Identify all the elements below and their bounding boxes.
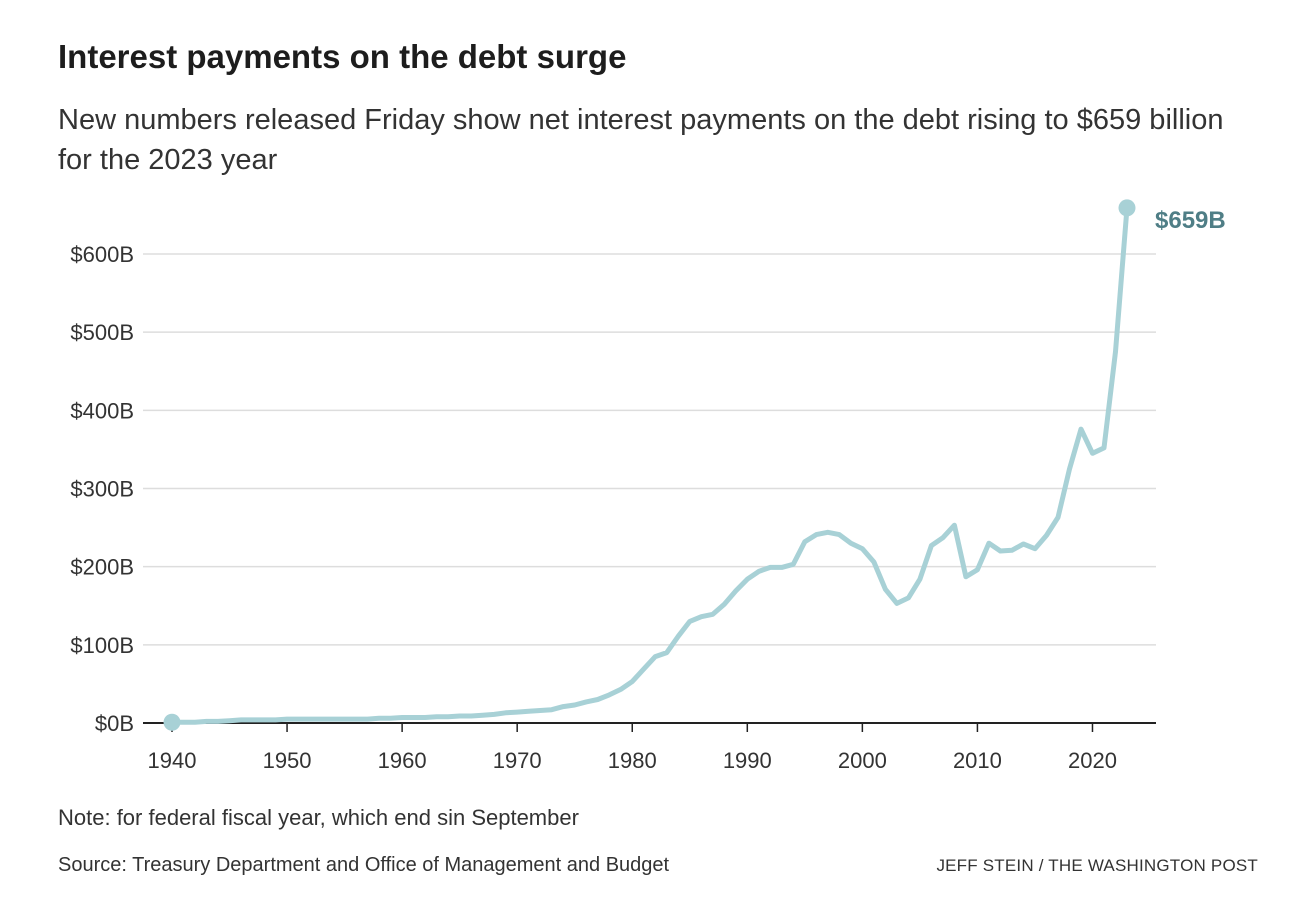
chart-credit: JEFF STEIN / THE WASHINGTON POST [936,856,1258,875]
x-tick-label: 1980 [608,748,657,773]
chart-source: Source: Treasury Department and Office o… [58,854,670,876]
series-group [163,199,1136,731]
gridlines [143,253,1156,646]
x-tick-label: 2020 [1068,748,1117,773]
y-tick-label: $200B [70,555,134,580]
series-line [169,205,1130,725]
x-tick-label: 1990 [723,748,772,773]
y-tick-label: $300B [70,477,134,502]
y-tick-label: $0B [95,711,134,736]
chart-note: Note: for federal fiscal year, which end… [58,805,579,830]
x-tick-label: 2010 [953,748,1002,773]
y-axis-ticks: $0B $100B $200B $300B $400B $500B $600B [70,242,134,736]
y-tick-label: $500B [70,320,134,345]
chart-title: Interest payments on the debt surge [58,38,627,75]
chart-subtitle: New numbers released Friday show net int… [58,104,1224,176]
x-axis-ticks: 1940 1950 1960 1970 1980 1990 2000 2010 2020 [148,723,1117,773]
x-tick-label: 1940 [148,748,197,773]
line-chart: $0B$100B$200B$300B$400B$500B$600B 1940 19… [70,199,1226,773]
x-tick-label: 2000 [838,748,887,773]
x-tick-label: 1970 [493,748,542,773]
y-tick-label: $100B [70,633,134,658]
y-tick-label: $400B [70,398,134,423]
end-value-label: $659B [1155,207,1226,234]
y-tick-label: $600B [70,242,134,267]
x-tick-label: 1960 [378,748,427,773]
start-point-marker [163,713,181,731]
end-point-marker [1118,199,1136,217]
x-tick-label: 1950 [263,748,312,773]
